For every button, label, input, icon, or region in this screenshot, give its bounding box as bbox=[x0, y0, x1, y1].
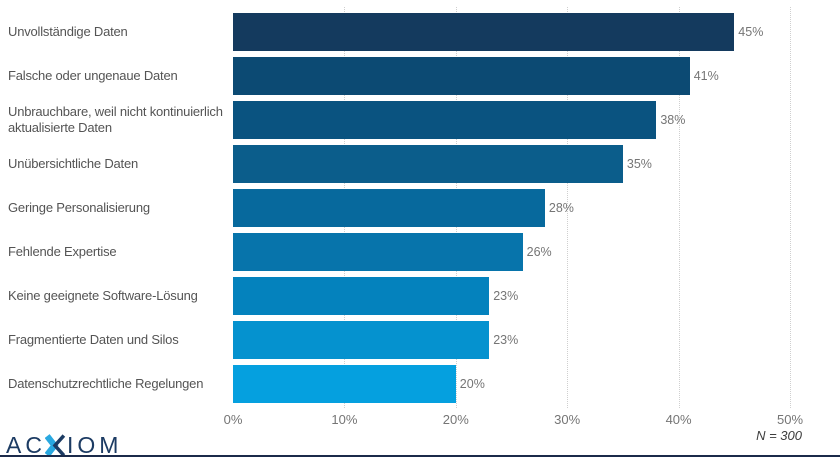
category-labels: Unvollständige Daten Falsche oder ungena… bbox=[8, 10, 230, 406]
bar bbox=[233, 189, 545, 227]
bar-row: 35% bbox=[233, 142, 790, 186]
value-label: 35% bbox=[626, 157, 652, 171]
x-tick-label: 50% bbox=[776, 412, 804, 427]
bar bbox=[233, 145, 623, 183]
sample-size-note: N = 300 bbox=[756, 428, 802, 443]
value-label: 38% bbox=[660, 113, 686, 127]
gridline bbox=[678, 7, 680, 408]
value-label: 41% bbox=[693, 69, 719, 83]
bar bbox=[233, 277, 490, 315]
bar-row: 23% bbox=[233, 318, 790, 362]
category-label: Falsche oder ungenaue Daten bbox=[8, 68, 178, 84]
category-label: Keine geeignete Software-Lösung bbox=[8, 288, 198, 304]
x-tick-label: 0% bbox=[223, 412, 243, 427]
x-axis: 0% 10% 20% 30% 40% 50% bbox=[224, 412, 803, 428]
acxiom-x-icon bbox=[44, 433, 66, 457]
x-tick-label: 30% bbox=[554, 412, 581, 427]
bar-row: 38% bbox=[233, 98, 790, 142]
bar-row: 41% bbox=[233, 54, 790, 98]
x-tick-label: 10% bbox=[331, 412, 358, 427]
bar-row: 28% bbox=[233, 186, 790, 230]
value-label: 28% bbox=[548, 201, 574, 215]
category-label: Unvollständige Daten bbox=[8, 24, 128, 40]
category-label: Fehlende Expertise bbox=[8, 244, 117, 260]
value-label: 23% bbox=[493, 289, 519, 303]
bar bbox=[233, 233, 523, 271]
bar-row: 23% bbox=[233, 274, 790, 318]
bar bbox=[233, 13, 735, 51]
bar bbox=[233, 321, 490, 359]
bar bbox=[233, 101, 657, 139]
bar-row: 45% bbox=[233, 10, 790, 54]
category-label: Unübersichtliche Daten bbox=[8, 156, 139, 172]
bar-row: 26% bbox=[233, 230, 790, 274]
category-label: Fragmentierte Daten und Silos bbox=[8, 332, 179, 348]
x-tick-label: 20% bbox=[442, 412, 469, 427]
gridline bbox=[790, 7, 791, 408]
value-label: 45% bbox=[738, 25, 764, 39]
x-tick-label: 40% bbox=[665, 412, 692, 427]
bar-row: 20% bbox=[233, 362, 790, 406]
category-label: Unbrauchbare, weil nicht kontinuierlich … bbox=[8, 104, 223, 135]
value-label: 26% bbox=[526, 245, 552, 259]
bottom-rule bbox=[0, 455, 840, 457]
logo-text-suffix: IOM bbox=[66, 431, 123, 458]
category-label: Datenschutzrechtliche Regelungen bbox=[8, 376, 204, 392]
category-label: Geringe Personalisierung bbox=[8, 200, 150, 216]
gridline bbox=[567, 7, 569, 408]
plot-area: 45% 41% 38% 35% 28% 26% 23% 23% bbox=[233, 7, 791, 408]
value-label: 23% bbox=[493, 333, 519, 347]
logo-text-prefix: AC bbox=[6, 431, 46, 458]
bar bbox=[233, 57, 690, 95]
bar bbox=[233, 365, 456, 403]
acxiom-logo: AC IOM bbox=[6, 433, 122, 457]
value-label: 20% bbox=[459, 377, 485, 391]
